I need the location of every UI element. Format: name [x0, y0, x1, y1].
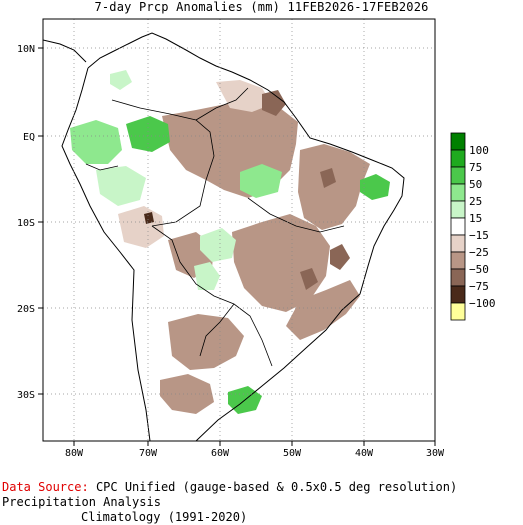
wet-patch-pampas [194, 262, 220, 290]
footer-source-line: Data Source: CPC Unified (gauge-based & … [2, 480, 523, 510]
legend-label-neg15: −15 [469, 229, 489, 242]
dry-strong-4 [320, 168, 336, 188]
legend-swatch-8 [450, 268, 466, 287]
lon-label-30w: 30W [426, 448, 445, 459]
legend-swatch-3 [450, 183, 466, 202]
lon-label-40w: 40W [355, 448, 374, 459]
legend-label-neg25: −25 [469, 246, 489, 259]
legend-swatch-2 [450, 166, 466, 185]
dry-patch-south [168, 314, 244, 370]
country-borders [85, 87, 345, 367]
wet-patch-central-amazon [240, 164, 282, 198]
data-source-label: Data Source: [2, 480, 89, 494]
lon-label-60w: 60W [211, 448, 230, 459]
legend-swatch-5 [450, 217, 466, 236]
lat-label-30s: 30S [17, 390, 35, 401]
wet-patch-rondonia [200, 228, 236, 262]
lon-label-70w: 70W [139, 448, 158, 459]
axis-ticks [38, 47, 436, 446]
wet-patch-upper-amazon [126, 116, 170, 152]
legend-swatch-4 [450, 200, 466, 219]
footer: Data Source: CPC Unified (gauge-based & … [2, 480, 523, 525]
wet-patch-colombia [70, 120, 122, 164]
legend-swatch-6 [450, 234, 466, 253]
lon-label-50w: 50W [283, 448, 302, 459]
gridlines [43, 19, 435, 441]
dry-strong-1 [262, 90, 286, 116]
lat-label-10s: 10S [17, 218, 35, 229]
legend-swatch-1 [450, 149, 466, 168]
legend-label-100: 100 [469, 144, 489, 157]
legend-label-neg50: −50 [469, 263, 489, 276]
wet-patch-east-coast [360, 174, 390, 200]
lon-label-80w: 80W [65, 448, 84, 459]
legend-swatch-9 [450, 285, 466, 304]
legend-swatch-10 [450, 302, 466, 321]
lat-label-10n: 10N [17, 44, 35, 55]
legend-colorbar: 100 75 50 25 15 −15 −25 −50 −75 −100 [450, 132, 496, 321]
precipitation-anomaly-map: 80W 70W 60W 50W 40W 30W 10N EQ 10S 20S 3… [17, 18, 496, 459]
dry-strong-5 [144, 212, 154, 224]
climatology-text: Climatology (1991-2020) [81, 510, 248, 524]
legend-label-neg100: −100 [469, 297, 496, 310]
map-plot-area [43, 19, 435, 441]
coastlines [43, 32, 405, 441]
wet-anomaly-areas [70, 70, 390, 414]
legend-label-neg75: −75 [469, 280, 489, 293]
map-title: 7-day Prcp Anomalies (mm) 11FEB2026-17FE… [94, 0, 429, 14]
dry-patch-north-coast [216, 80, 272, 112]
legend-label-50: 50 [469, 178, 482, 191]
lat-label-eq: EQ [23, 132, 35, 143]
plot-frame [42, 18, 436, 442]
legend-label-25: 25 [469, 195, 482, 208]
legend-label-15: 15 [469, 212, 482, 225]
dry-strong-3 [300, 268, 318, 290]
legend-label-75: 75 [469, 161, 482, 174]
legend-swatch-0 [450, 132, 466, 151]
wet-patch-west-amazon [96, 166, 146, 206]
lat-label-20s: 20S [17, 304, 35, 315]
dry-strong-2 [330, 244, 350, 270]
wet-patch-north [110, 70, 132, 90]
data-source-text: CPC Unified (gauge-based & 0.5x0.5 deg r… [2, 480, 458, 509]
dry-patch-southeast [286, 280, 360, 340]
legend-swatch-7 [450, 251, 466, 270]
dry-patch-northeast [298, 144, 370, 230]
